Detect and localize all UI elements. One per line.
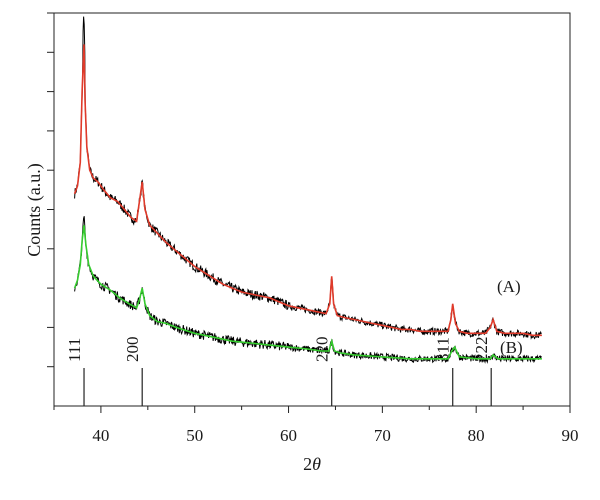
reflection-label-220: 220	[313, 337, 332, 363]
reflection-label-111: 111	[65, 338, 84, 362]
series-A-raw-line	[74, 16, 542, 340]
x-axis-label-theta: θ	[312, 454, 321, 474]
x-axis-ticks	[53, 406, 571, 413]
x-axis-label-main: 2	[303, 454, 312, 474]
series-label-A: (A)	[497, 277, 521, 296]
x-axis-tick-labels: 40 50 60 70 80 90	[92, 426, 578, 445]
series-B-fit-line	[73, 225, 542, 360]
x-tick-label-70: 70	[374, 426, 391, 445]
reflection-markers: 111 200 220 311 222	[65, 336, 492, 406]
x-tick-label-40: 40	[92, 426, 109, 445]
series-group	[73, 16, 542, 364]
x-tick-label-80: 80	[468, 426, 485, 445]
x-axis-label: 2θ	[303, 454, 321, 474]
y-axis-ticks	[47, 12, 54, 368]
series-A-fit-line	[73, 44, 542, 337]
x-tick-label-60: 60	[280, 426, 297, 445]
reflection-label-311: 311	[434, 337, 453, 362]
series-label-B: (B)	[500, 338, 523, 357]
x-tick-label-90: 90	[562, 426, 579, 445]
reflection-label-200: 200	[123, 337, 142, 363]
y-axis-label: Counts (a.u.)	[24, 163, 45, 257]
x-tick-label-50: 50	[186, 426, 203, 445]
